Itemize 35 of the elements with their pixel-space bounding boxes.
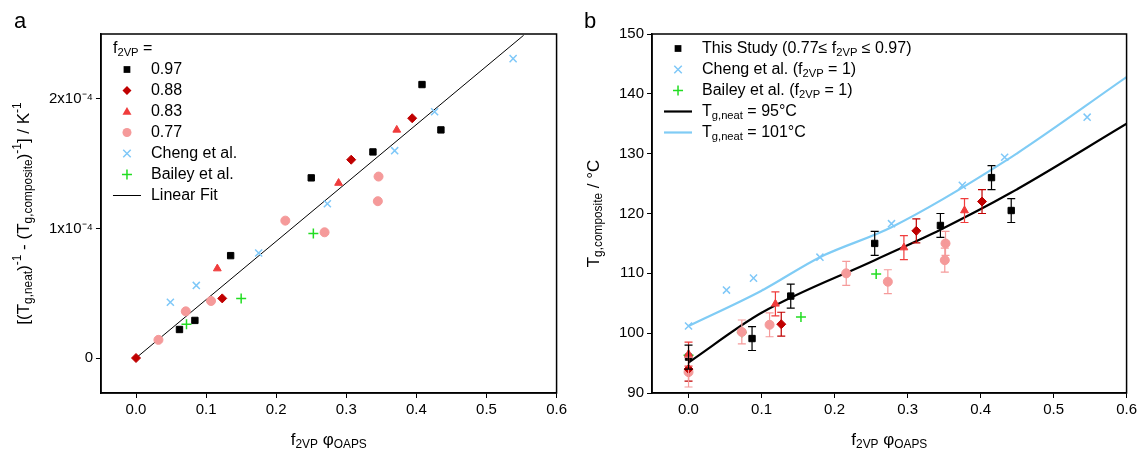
text: [(Tg,neat)-1 - (Tg,composite)-1] / K-1 [9,102,36,325]
x-tick-label: 0.1 [195,400,217,418]
y-axis-title: Tg,composite / °C [583,159,606,268]
y-tick-label: 130 [619,143,645,161]
y-tick-label: 90 [627,383,645,401]
x-tick-label: 0.6 [1116,400,1137,418]
x-tick-label: 0.5 [476,400,497,418]
x-tick-label: 0.1 [751,400,772,418]
y-tick-label: 2x10⁻⁴ [48,88,93,106]
chart-title: a [14,8,27,34]
legend-label: Linear Fit [150,185,219,203]
y-tick-label: 110 [620,263,645,281]
legend-label: 0.83 [150,101,183,119]
x-tick-label: 0.3 [335,400,357,418]
y-tick-label: 140 [619,83,645,101]
chart-title: b [584,8,597,34]
y-tick-label: 120 [619,203,645,221]
x-tick-label: 0.5 [1043,400,1064,418]
x-tick-label: 0.2 [824,400,845,418]
legend-label: 0.88 [150,80,183,98]
x-tick-label: 0.3 [897,400,918,418]
y-tick-label: 1x10⁻⁴ [48,218,93,236]
x-tick-label: 0.0 [125,400,147,418]
y-tick-label: 0 [84,348,93,366]
legend-label: 0.97 [150,59,183,77]
x-tick-label: 0.4 [405,400,427,418]
legend-label: 0.77 [150,122,183,140]
y-tick-label: 100 [619,323,645,341]
x-tick-label: 0.6 [546,400,567,418]
x-tick-label: 0.4 [970,400,991,418]
x-tick-label: 0.0 [678,400,699,418]
x-tick-label: 0.2 [265,400,287,418]
legend-label: Cheng et al. [150,143,238,161]
legend-label: Bailey et al. [150,164,234,182]
y-tick-label: 150 [619,24,645,42]
